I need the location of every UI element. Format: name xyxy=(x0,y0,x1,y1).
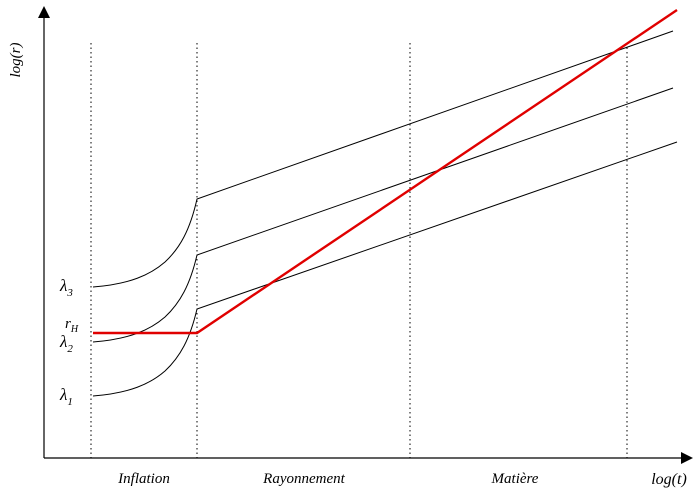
region-label-rayonnement: Rayonnement xyxy=(262,471,345,487)
label-lambda3: λ3 xyxy=(59,276,73,299)
y-axis-label: log(r) xyxy=(8,43,24,78)
label-lambda2: λ2 xyxy=(59,332,73,355)
x-axis-label: log(t) xyxy=(651,471,687,488)
region-label-inflation: Inflation xyxy=(117,471,170,487)
scale-curve-lambda1 xyxy=(92,141,678,397)
label-lambda1: λ1 xyxy=(59,385,73,408)
region-label-matiere: Matière xyxy=(491,471,539,487)
scale-curve-lambda3 xyxy=(92,30,674,288)
horizon-curve xyxy=(93,9,678,335)
scale-curve-lambda2 xyxy=(92,87,674,343)
label-rH: rH xyxy=(65,316,79,335)
